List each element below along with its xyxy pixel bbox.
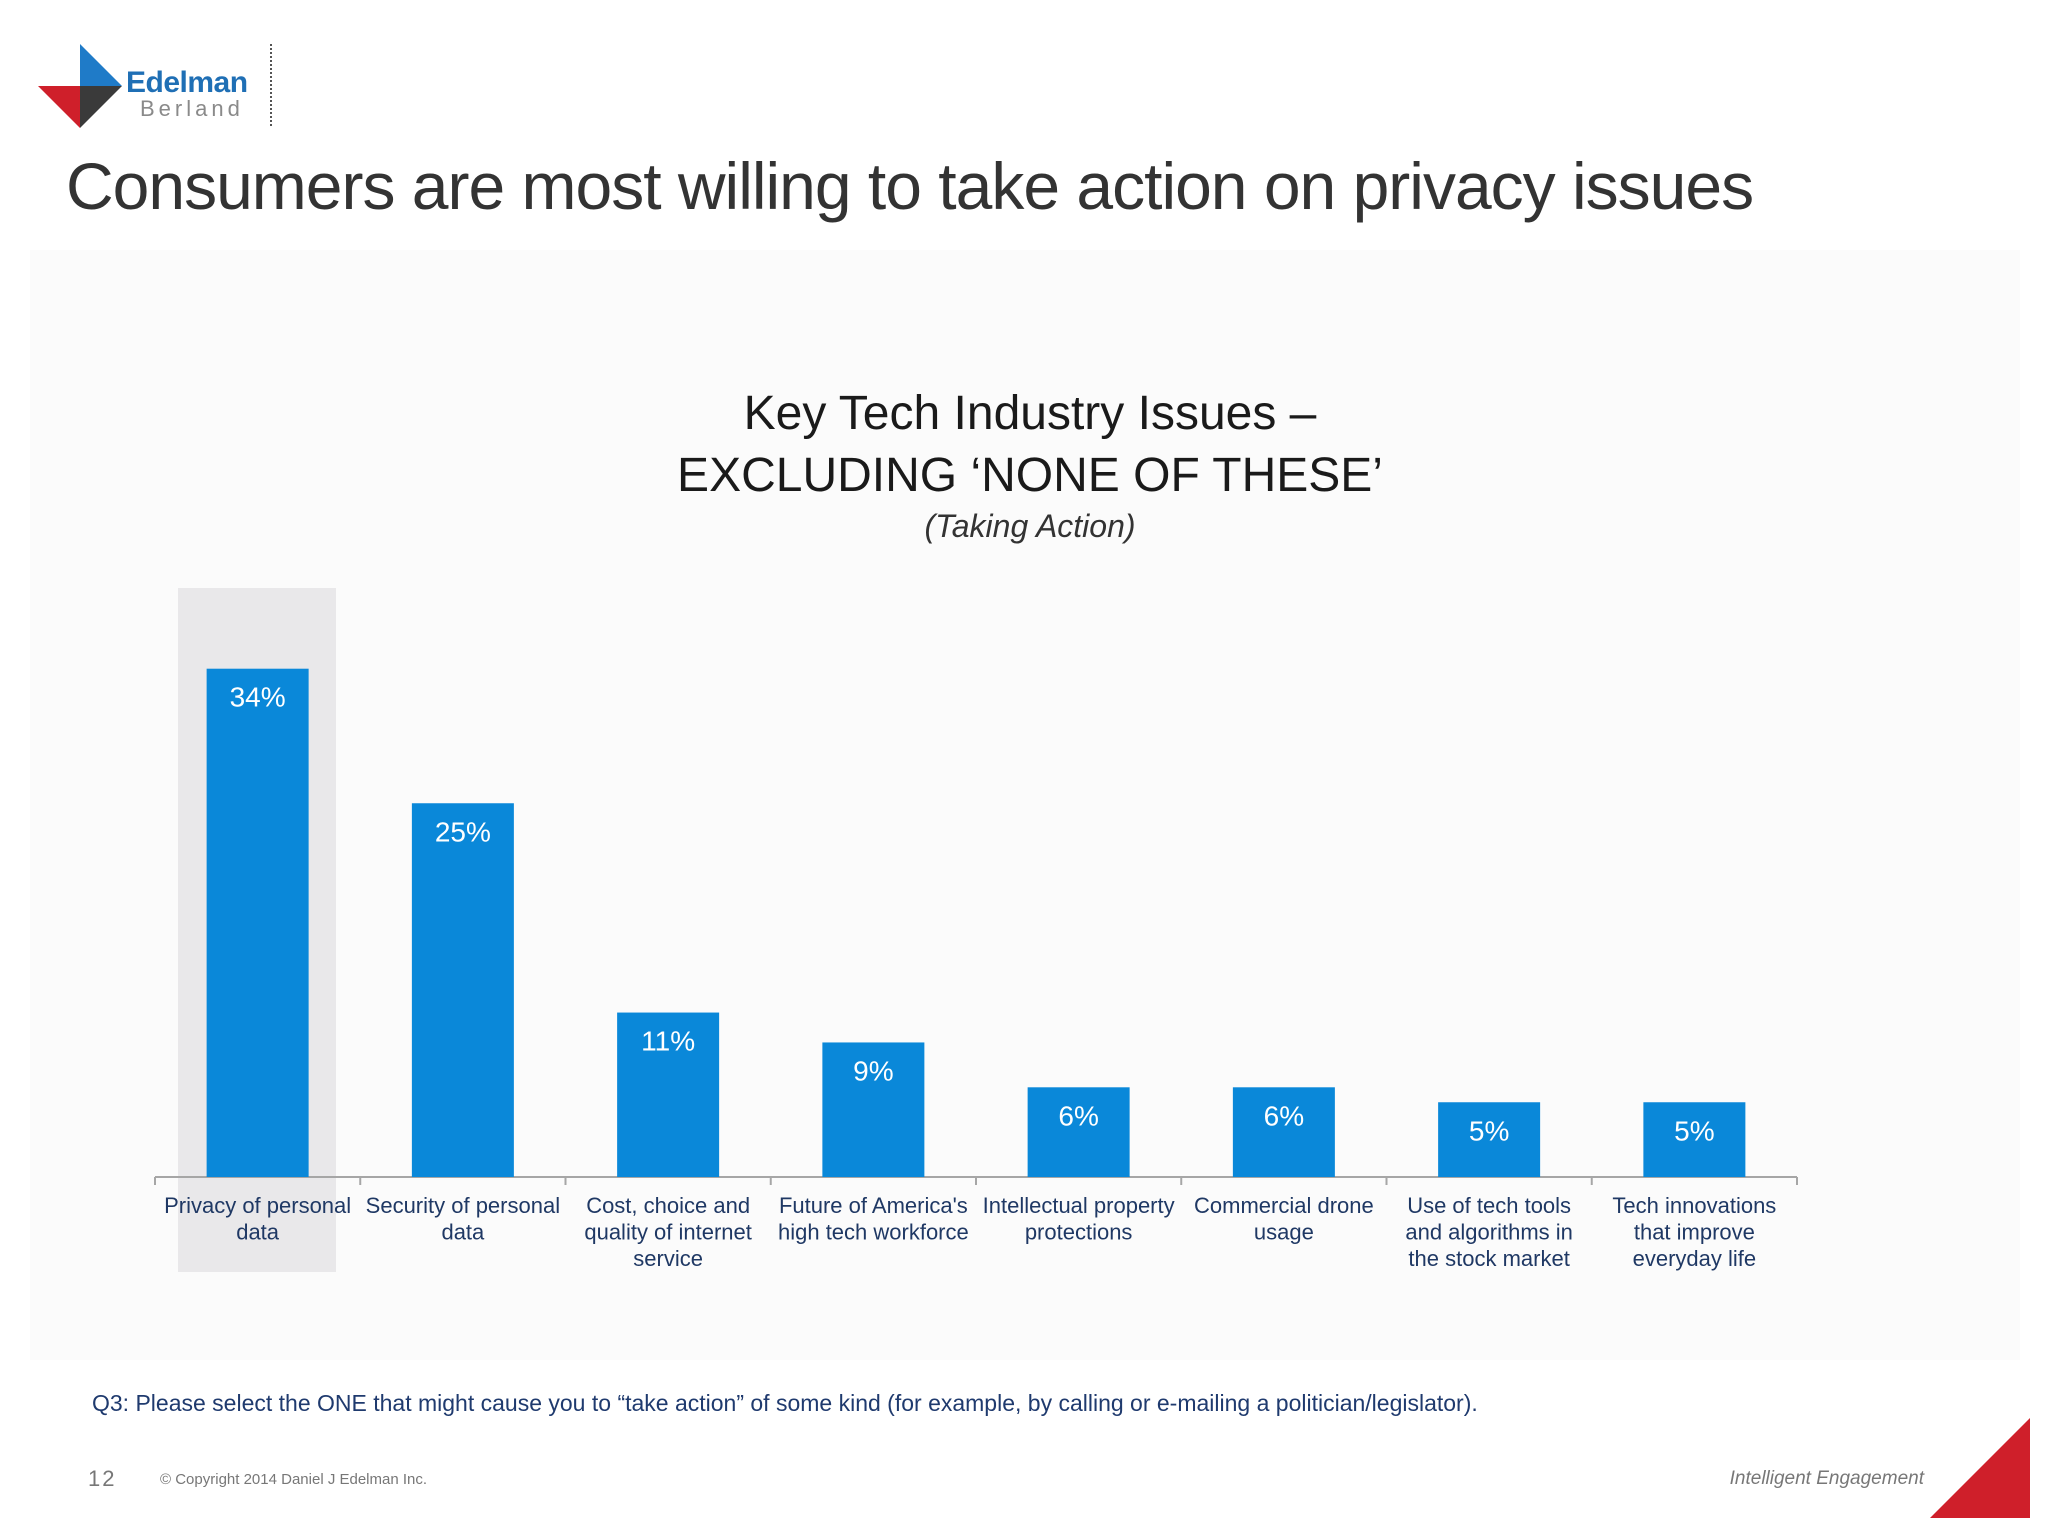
logo-divider <box>270 44 272 126</box>
bar-value-label: 5% <box>1674 1115 1714 1146</box>
bar-value-label: 6% <box>1058 1100 1098 1131</box>
logo-word-berland: Berland <box>140 96 244 121</box>
category-tick-label: data <box>236 1220 280 1245</box>
chart-title-line2: EXCLUDING ‘NONE OF THESE’ <box>677 449 1383 502</box>
bar-value-label: 6% <box>1264 1100 1304 1131</box>
bar <box>1232 1087 1335 1177</box>
category-tick-label: data <box>441 1220 485 1245</box>
tagline: Intelligent Engagement <box>1729 1468 1924 1489</box>
category-tick-label: Cost, choice and <box>586 1193 750 1218</box>
logo-word-edelman: Edelman <box>126 66 248 99</box>
category-tick-label: everyday life <box>1633 1246 1757 1271</box>
category-tick-label: Tech innovations <box>1612 1193 1776 1218</box>
category-tick-label: Intellectual property <box>983 1193 1175 1218</box>
bar <box>411 803 514 1177</box>
page-title: Consumers are most willing to take actio… <box>66 149 1754 223</box>
category-tick-label: usage <box>1254 1220 1314 1245</box>
copyright: © Copyright 2014 Daniel J Edelman Inc. <box>160 1471 428 1488</box>
category-tick-label: that improve <box>1634 1220 1755 1245</box>
survey-question: Q3: Please select the ONE that might cau… <box>92 1390 1478 1416</box>
logo-mark-icon <box>38 44 122 128</box>
bar <box>822 1042 925 1177</box>
category-tick-label: service <box>633 1246 703 1271</box>
bar <box>1643 1102 1746 1177</box>
category-tick-label: protections <box>1025 1220 1133 1245</box>
bar-value-label: 5% <box>1469 1115 1509 1146</box>
chart-subtitle: (Taking Action) <box>924 508 1136 544</box>
category-tick-label: Future of America's <box>779 1193 968 1218</box>
bar <box>617 1012 720 1177</box>
bar <box>1438 1102 1541 1177</box>
bar-value-label: 25% <box>435 816 491 847</box>
category-tick-label: Security of personal <box>366 1193 560 1218</box>
category-tick-label: quality of internet <box>584 1220 752 1245</box>
category-tick-label: Privacy of personal <box>164 1193 351 1218</box>
category-tick-label: and algorithms in <box>1405 1220 1573 1245</box>
category-tick-label: Use of tech tools <box>1407 1193 1571 1218</box>
category-tick-label: the stock market <box>1408 1246 1569 1271</box>
bar <box>206 668 309 1177</box>
page-number: 12 <box>88 1466 117 1491</box>
bar-value-label: 9% <box>853 1055 893 1086</box>
edelman-berland-logo: Edelman Berland <box>38 44 278 128</box>
chart-title-line1: Key Tech Industry Issues – <box>743 387 1317 440</box>
category-tick-label: Commercial drone <box>1194 1193 1374 1218</box>
bar <box>1027 1087 1130 1177</box>
bar-value-label: 11% <box>641 1026 695 1057</box>
corner-accent <box>1930 1418 2030 1518</box>
bar-value-label: 34% <box>230 682 286 713</box>
category-tick-label: high tech workforce <box>778 1220 969 1245</box>
